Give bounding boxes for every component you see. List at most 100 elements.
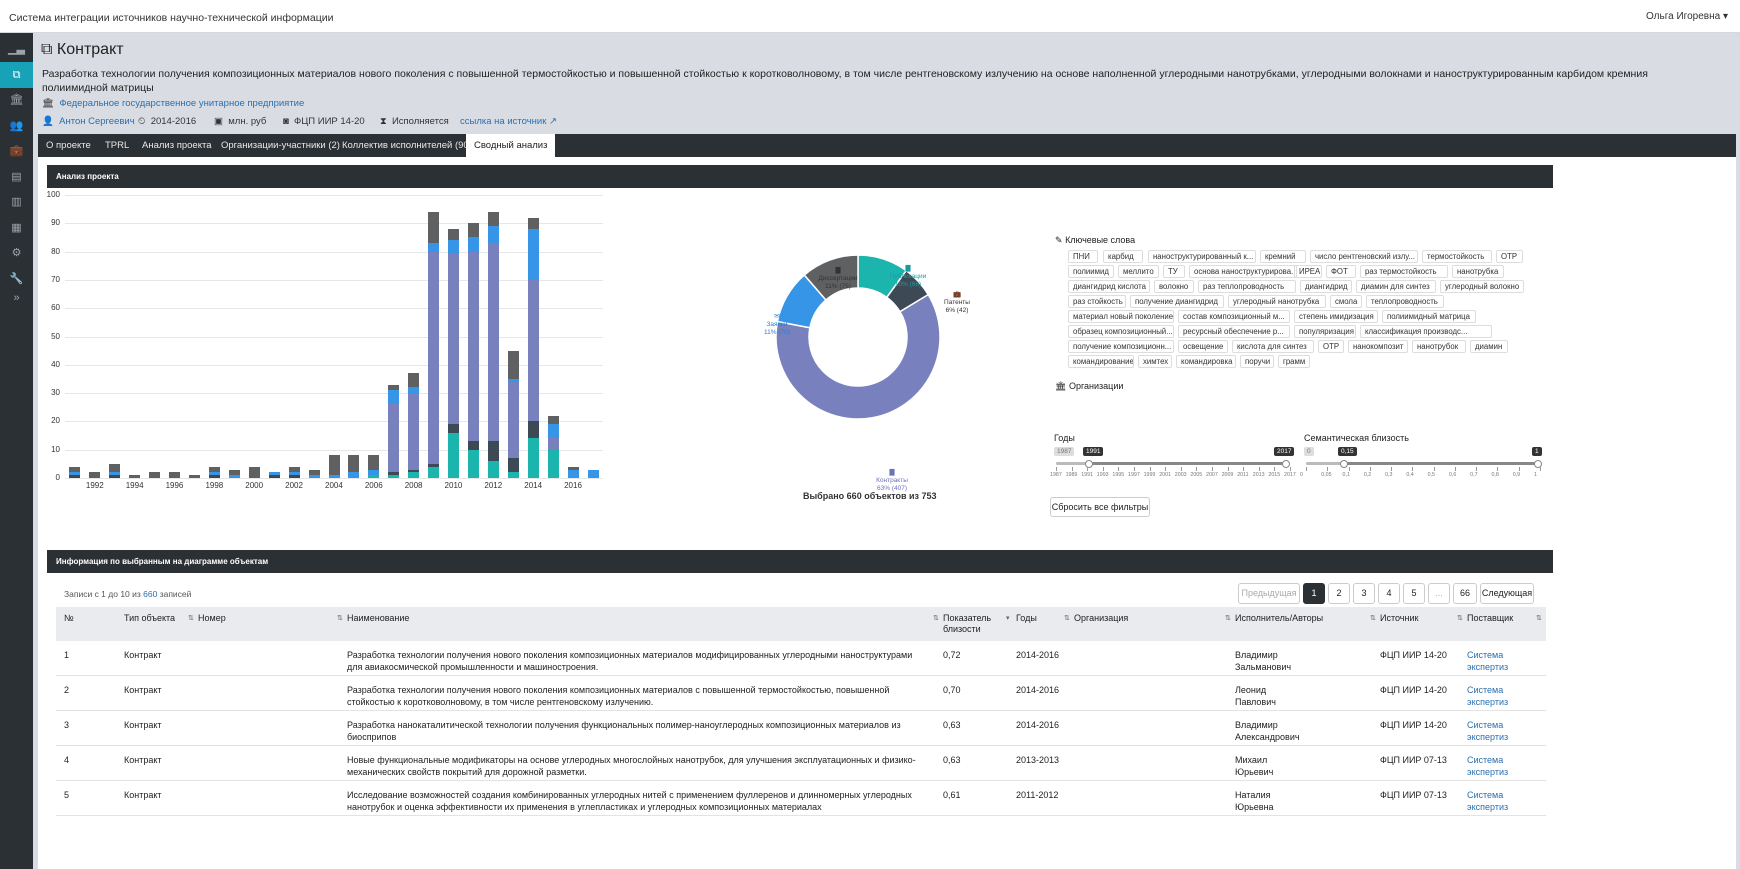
table-row[interactable]: 1 Контракт Разработка технологии получения…: [56, 641, 1546, 676]
keyword-tag[interactable]: ресурсный обеспечение р...: [1178, 325, 1290, 338]
bar-1991-s1[interactable]: [69, 475, 81, 478]
sidebar-item-8[interactable]: ⚙: [0, 240, 33, 266]
bar-2014-s2[interactable]: [527, 279, 539, 422]
keyword-tag[interactable]: образец композиционный...: [1068, 325, 1174, 338]
bar-2010-s3[interactable]: [448, 240, 460, 255]
keyword-tag[interactable]: ОТР: [1496, 250, 1523, 263]
table-row[interactable]: 2 Контракт Разработка технологии получения…: [56, 676, 1546, 711]
page-button-0[interactable]: Предыдущая: [1238, 583, 1300, 604]
bar-2014-s0[interactable]: [527, 438, 539, 478]
column-header[interactable]: Исполнитель/Авторы: [1235, 613, 1324, 623]
semantic-slider-to-handle[interactable]: [1534, 460, 1542, 468]
tab-team[interactable]: Коллектив исполнителей (90): [342, 140, 472, 151]
bar-2011-s1[interactable]: [467, 441, 479, 450]
keyword-tag[interactable]: химтех: [1138, 355, 1172, 368]
page-button-3[interactable]: 3: [1353, 583, 1375, 604]
bar-2012-s1[interactable]: [487, 441, 499, 461]
keyword-tag[interactable]: карбид: [1103, 250, 1143, 263]
cell-provider[interactable]: Система экспертиз: [1467, 650, 1509, 672]
donut-slice-4[interactable]: [803, 254, 859, 302]
bar-2009-s1[interactable]: [428, 463, 440, 467]
bar-2003-s4[interactable]: [308, 469, 320, 476]
sidebar-item-6[interactable]: ▥: [0, 189, 33, 215]
bar-2002-s4[interactable]: [288, 466, 300, 473]
cell-provider[interactable]: Система экспертиз: [1467, 720, 1509, 742]
bar-2010-s0[interactable]: [448, 432, 460, 478]
bar-2013-s0[interactable]: [507, 472, 519, 478]
bar-1995-s4[interactable]: [149, 472, 161, 478]
bar-2008-s0[interactable]: [408, 472, 420, 478]
page-button-6[interactable]: ...: [1428, 583, 1450, 604]
bar-1994-s4[interactable]: [129, 475, 141, 478]
keyword-tag[interactable]: волокно: [1154, 280, 1194, 293]
keyword-tag[interactable]: кремний: [1260, 250, 1306, 263]
bar-2004-s3[interactable]: [328, 475, 340, 478]
keyword-tag[interactable]: диамин для синтез: [1356, 280, 1436, 293]
keyword-tag[interactable]: поручи: [1240, 355, 1274, 368]
column-header[interactable]: Тип объекта: [124, 613, 176, 623]
sort-icon[interactable]: ⇅: [1457, 615, 1463, 622]
table-row[interactable]: 5 Контракт Исследование возможностей созда…: [56, 781, 1546, 816]
bar-2007-s0[interactable]: [388, 475, 400, 478]
bar-2001-s3[interactable]: [268, 472, 280, 476]
bar-2012-s0[interactable]: [487, 461, 499, 478]
keyword-tag[interactable]: раз термостойкость: [1360, 265, 1448, 278]
bar-2004-s4[interactable]: [328, 455, 340, 476]
sort-icon[interactable]: ⇅: [1225, 615, 1231, 622]
bar-2014-s4[interactable]: [527, 217, 539, 229]
keyword-tag[interactable]: популяризация: [1294, 325, 1356, 338]
bar-1991-s4[interactable]: [69, 466, 81, 473]
sidebar-item-0[interactable]: ▁▃: [0, 36, 33, 62]
bar-2015-s3[interactable]: [547, 424, 559, 439]
bar-2011-s3[interactable]: [467, 237, 479, 252]
bar-2006-s0[interactable]: [368, 475, 380, 478]
bar-2012-s2[interactable]: [487, 243, 499, 442]
sort-icon[interactable]: ⇅: [188, 615, 194, 622]
page-button-4[interactable]: 4: [1378, 583, 1400, 604]
sidebar-item-5[interactable]: ▤: [0, 164, 33, 190]
sidebar-item-2[interactable]: 🏛: [0, 87, 33, 113]
column-header[interactable]: Поставщик: [1467, 613, 1514, 623]
bar-1999-s3[interactable]: [228, 475, 240, 478]
years-slider-from-handle[interactable]: [1085, 460, 1093, 468]
keyword-tag[interactable]: диангидрид: [1300, 280, 1352, 293]
bar-2013-s2[interactable]: [507, 381, 519, 459]
bar-2013-s1[interactable]: [507, 458, 519, 473]
column-header[interactable]: №: [64, 613, 74, 623]
keyword-tag[interactable]: число рентгеновский излу...: [1310, 250, 1418, 263]
bar-1998-s3[interactable]: [208, 472, 220, 476]
organization-link[interactable]: 🏛 Федеральное государственное унитарное …: [42, 98, 305, 109]
bar-2001-s1[interactable]: [268, 475, 280, 478]
tab-tprl[interactable]: TPRL: [105, 140, 130, 151]
bar-2009-s3[interactable]: [428, 243, 440, 252]
keyword-tag[interactable]: термостойкость: [1422, 250, 1492, 263]
bar-2016-s4[interactable]: [567, 466, 579, 470]
column-header[interactable]: Годы: [1016, 613, 1037, 623]
legend-dissertations[interactable]: ▇ Диссертации 11% (75): [818, 267, 858, 290]
table-row[interactable]: 4 Контракт Новые функциональные модификато…: [56, 746, 1546, 781]
bar-1991-s3[interactable]: [69, 472, 81, 476]
bar-2002-s1[interactable]: [288, 475, 300, 478]
bar-2012-s4[interactable]: [487, 211, 499, 227]
sidebar-item-4[interactable]: 💼: [0, 138, 33, 164]
bar-2010-s4[interactable]: [448, 228, 460, 241]
bar-2013-s3[interactable]: [507, 378, 519, 382]
keyword-tag[interactable]: получение композиционн...: [1068, 340, 1174, 353]
source-link[interactable]: ссылка на источник ↗: [460, 116, 557, 127]
bar-2009-s2[interactable]: [428, 251, 440, 464]
bar-2007-s4[interactable]: [388, 384, 400, 391]
keyword-tag[interactable]: смола: [1330, 295, 1362, 308]
column-header[interactable]: Показатель близости: [943, 613, 992, 634]
cell-provider[interactable]: Система экспертиз: [1467, 755, 1509, 777]
legend-publications[interactable]: ▇ Публикации 10% (66): [889, 265, 927, 288]
keyword-tag[interactable]: нанотрубка: [1452, 265, 1504, 278]
bar-2003-s3[interactable]: [308, 475, 320, 478]
bar-2008-s1[interactable]: [408, 469, 420, 473]
bar-2002-s3[interactable]: [288, 472, 300, 476]
keyword-tag[interactable]: командировка: [1176, 355, 1236, 368]
tab-summary[interactable]: Сводный анализ: [466, 134, 556, 157]
cell-provider[interactable]: Система экспертиз: [1467, 790, 1509, 812]
keyword-tag[interactable]: ИРЕА: [1294, 265, 1322, 278]
bar-1993-s3[interactable]: [109, 472, 121, 476]
bar-2007-s3[interactable]: [388, 390, 400, 405]
